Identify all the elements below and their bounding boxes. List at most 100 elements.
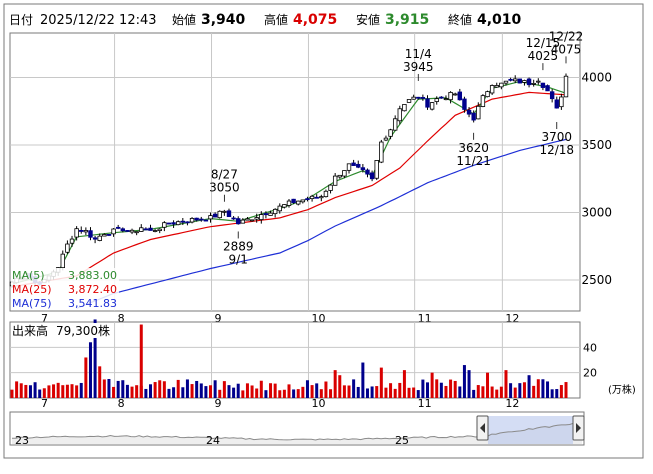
volume-bar (204, 386, 208, 398)
candle-up (268, 212, 273, 216)
volume-bar (282, 389, 286, 398)
volume-bar (167, 388, 171, 398)
annotation-price: 2889 (223, 239, 254, 253)
volume-bar (319, 389, 323, 398)
candle-down (166, 222, 172, 225)
volume-bar (453, 380, 457, 398)
candle-up (111, 228, 116, 235)
candle-up (300, 199, 306, 203)
candle-up (328, 184, 333, 191)
navigator-right-handle[interactable] (572, 415, 585, 441)
volume-bar (329, 389, 333, 398)
volume-bar (435, 379, 439, 398)
candle-down (194, 217, 199, 221)
volume-bar (199, 383, 203, 398)
candle-up (443, 98, 449, 101)
candle-up (411, 96, 416, 100)
volume-bar (375, 386, 379, 398)
volume-y-tick-label: 20 (583, 367, 597, 380)
volume-y-tick-label: 40 (583, 341, 597, 354)
volume-bar (144, 388, 148, 398)
chevron-left-icon (480, 423, 485, 433)
candle-up (139, 227, 144, 232)
range-navigator[interactable]: 23 24 25 (9, 411, 585, 447)
navigator-area-fill (12, 422, 582, 444)
volume-bar (555, 389, 559, 398)
volume-x-tick-label: 8 (118, 397, 125, 410)
candle-up (65, 243, 70, 253)
navigator-left-handle[interactable] (476, 415, 489, 441)
volume-bar (509, 383, 513, 398)
ma75-legend-value: 3,541.83 (68, 297, 117, 310)
candle-up (249, 219, 255, 222)
candle-down (92, 237, 98, 240)
candle-down (457, 91, 463, 101)
volume-bar (153, 382, 157, 398)
candle-up (402, 104, 407, 112)
volume-x-tick-label: 9 (215, 397, 222, 410)
volume-bar (361, 362, 365, 398)
volume-bar (259, 380, 263, 398)
candle-down (365, 169, 370, 175)
navigator-year-labels: 23 24 25 (15, 434, 409, 447)
candle-down (125, 230, 130, 232)
candle-down (120, 228, 125, 232)
annotation-date: 9/1 (229, 252, 248, 266)
candle-down (115, 226, 121, 229)
volume-bar (56, 382, 60, 398)
candle-up (296, 200, 301, 205)
volume-bar (255, 388, 259, 398)
volume-bar (462, 365, 466, 398)
volume-bar (93, 319, 97, 398)
volume-bar (559, 385, 563, 398)
volume-bar (550, 389, 554, 398)
candle-up (83, 230, 89, 233)
volume-bar (301, 386, 305, 398)
volume-bar (264, 390, 268, 398)
annotation-date: 11/4 (405, 47, 432, 61)
candle-up (499, 82, 504, 88)
candle-up (342, 170, 347, 177)
candle-up (346, 163, 352, 171)
annotation-date: 8/27 (211, 168, 238, 182)
volume-bar (209, 385, 213, 398)
volume-x-axis: 7 8 9 10 11 12 (41, 397, 519, 410)
volume-bar (472, 389, 476, 398)
volume-bar (236, 383, 240, 398)
volume-bar (393, 388, 397, 398)
low-value: 3,915 (385, 12, 429, 28)
candle-down (462, 98, 467, 110)
volume-bar (564, 382, 568, 398)
high-label: 高値 (264, 12, 288, 27)
volume-bar (518, 383, 522, 398)
price-x-tick-label: 9 (215, 312, 222, 325)
volume-bar (172, 387, 176, 398)
candle-down (549, 91, 555, 100)
volume-bar (232, 387, 236, 398)
candle-down (171, 222, 176, 225)
annotation-date: 11/21 (456, 154, 491, 168)
volume-bar (402, 370, 406, 398)
low-label: 安値 (356, 12, 380, 27)
volume-bar (33, 382, 37, 398)
annotation-price: 4025 (528, 49, 559, 63)
volume-bar (10, 389, 14, 398)
candle-up (74, 228, 79, 238)
volume-bar (135, 385, 139, 398)
volume-bar (407, 387, 411, 398)
candle-down (360, 167, 366, 171)
navigator-year-label: 24 (206, 434, 220, 447)
annotation-price: 3945 (403, 60, 434, 74)
price-header: 日付 2025/12/22 12:43 始値 3,940 高値 4,075 安値… (9, 12, 522, 28)
candle-down (351, 162, 356, 166)
candlestick-series (9, 73, 569, 288)
volume-header-bg (11, 323, 111, 338)
volume-bar (47, 385, 51, 398)
candle-up (480, 95, 486, 107)
ma5-legend-value: 3,883.00 (68, 269, 117, 282)
annotation-date: 12/15 (526, 36, 561, 50)
candle-up (208, 215, 213, 220)
candle-up (286, 200, 292, 206)
volume-bar (486, 372, 490, 398)
